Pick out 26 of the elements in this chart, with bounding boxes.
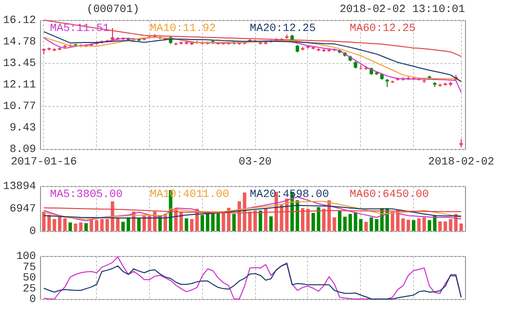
y-tick-label: 0 <box>29 226 36 238</box>
y-tick-label: 13894 <box>2 181 36 193</box>
series-label: MA60:6450.00 <box>350 189 429 201</box>
y-tick-label: 14.78 <box>2 36 36 49</box>
y-tick-label: 0 <box>29 294 36 306</box>
x-tick-label: 03-20 <box>238 156 272 168</box>
y-tick-label: 100 <box>16 251 36 263</box>
x-tick-label: 2017-01-16 <box>10 156 77 168</box>
y-tick-label: 50 <box>22 272 36 284</box>
y-tick-label: 25 <box>22 283 36 296</box>
text: 2018-02-02 13:10:01 <box>340 4 466 16</box>
y-tick-label: 6947 <box>10 204 36 216</box>
x-tick-label: 2018-02-02 <box>428 156 494 168</box>
y-tick-label: 13.45 <box>2 58 36 70</box>
series-label: MA5:11.51 <box>50 23 110 35</box>
chart-title: (000701) <box>86 4 140 16</box>
y-tick-label: 16.12 <box>2 15 36 27</box>
y-tick-label: 9.43 <box>10 122 36 134</box>
y-tick-label: 12.11 <box>2 79 36 92</box>
y-tick-label: 75 <box>22 262 36 274</box>
series-label: MA10:11.92 <box>150 23 216 35</box>
y-tick-label: 10.77 <box>2 100 36 113</box>
y-tick-label: 8.09 <box>10 144 36 156</box>
series-label: MA5:3805.00 <box>50 189 123 201</box>
series-label: MA20:12.25 <box>250 23 316 35</box>
series-label: MA60:12.25 <box>350 23 416 35</box>
